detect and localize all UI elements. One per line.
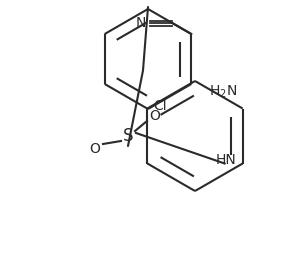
Text: O: O (90, 142, 100, 156)
Text: Cl: Cl (153, 100, 167, 114)
Text: HN: HN (216, 152, 237, 167)
Text: O: O (150, 109, 160, 123)
Text: S: S (123, 127, 133, 145)
Text: N: N (136, 16, 146, 30)
Text: H$_2$N: H$_2$N (209, 84, 238, 101)
